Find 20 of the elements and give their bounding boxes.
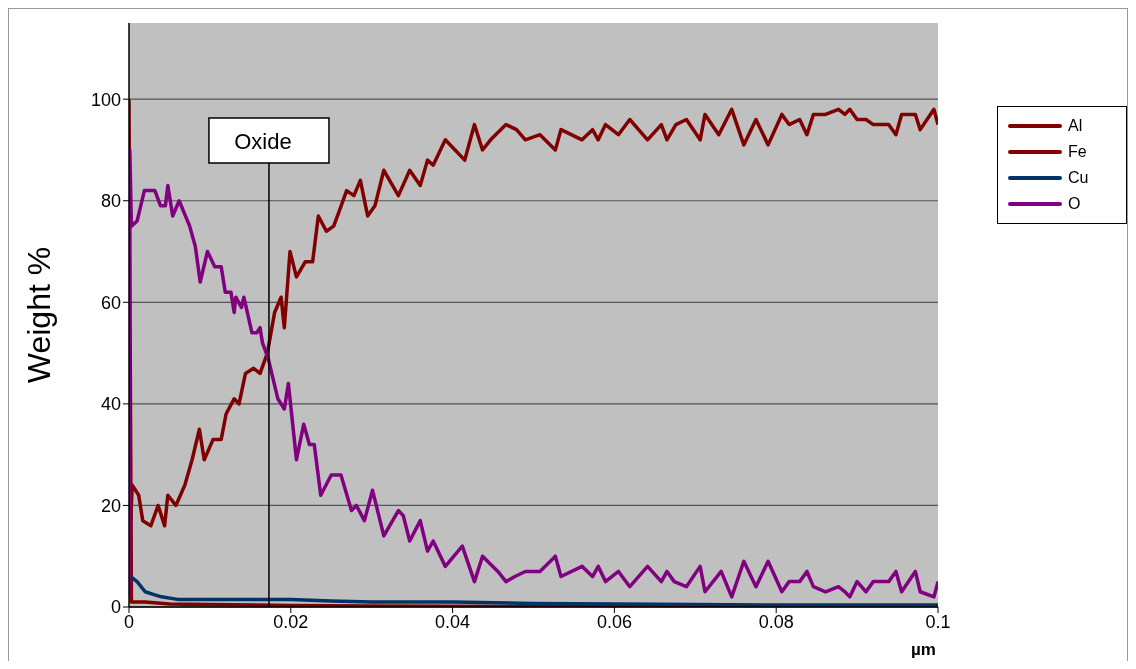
x-axis-title: µm [911, 640, 936, 659]
y-tick-label: 80 [100, 191, 121, 212]
annotation: Oxide [234, 128, 292, 154]
legend-label: Cu [1068, 168, 1089, 188]
x-tick-label: 0 [123, 611, 135, 632]
y-tick-label: 0 [110, 597, 121, 618]
legend-label: Fe [1068, 142, 1087, 162]
y-tick-label: 60 [100, 292, 121, 313]
y-tick-label: 20 [100, 495, 121, 516]
x-tick-label: 0.08 [758, 611, 794, 632]
x-tick-label: 0.02 [273, 611, 309, 632]
x-tick-label: 0.04 [435, 611, 471, 632]
y-axis-title: Weight % [21, 246, 58, 384]
legend-label: Al [1068, 116, 1083, 136]
x-tick-label: 0.1 [925, 611, 951, 632]
y-tick-label: 40 [100, 394, 121, 415]
x-tick-label: 0.06 [596, 611, 632, 632]
legend-label: O [1068, 194, 1081, 214]
y-tick-label: 100 [90, 89, 121, 110]
callout-box: Oxide [208, 117, 330, 608]
